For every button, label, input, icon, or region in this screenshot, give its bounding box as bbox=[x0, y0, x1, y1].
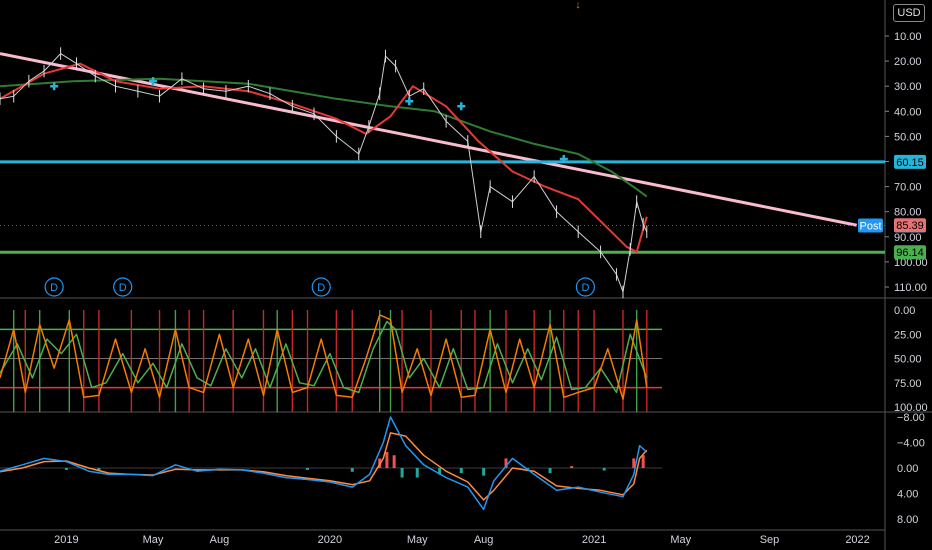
post-badge-label: Post bbox=[859, 221, 881, 233]
price-axis-label: 100.00 bbox=[894, 257, 928, 269]
currency-button[interactable]: USD bbox=[893, 4, 925, 22]
down-arrow-icon: ↓ bbox=[575, 0, 581, 11]
signal-cross-marker bbox=[50, 82, 59, 91]
macd-histogram-bar bbox=[350, 468, 354, 472]
price-axis-label: 70.00 bbox=[894, 182, 922, 194]
price-axis-label: 30.00 bbox=[894, 81, 922, 93]
dividend-marker-label: D bbox=[317, 282, 325, 294]
dividend-marker bbox=[575, 277, 596, 297]
price-line bbox=[0, 53, 648, 293]
macd-histogram-bar bbox=[438, 468, 442, 475]
price-axis-label: 10.00 bbox=[894, 31, 922, 43]
dividend-marker-label: D bbox=[581, 282, 589, 294]
dividend-marker bbox=[44, 277, 64, 297]
macd-signal-line bbox=[0, 432, 648, 501]
macd-histogram-bar bbox=[482, 468, 486, 476]
stoch-axis-label: 0.00 bbox=[894, 305, 915, 317]
macd-axis-label: −4.00 bbox=[897, 438, 925, 450]
dividend-marker bbox=[311, 277, 331, 297]
time-axis-label: 2022 bbox=[845, 534, 869, 546]
price-axis-label: 20.00 bbox=[894, 56, 922, 68]
price-axis-label: 110.00 bbox=[894, 282, 927, 294]
time-axis-label: 2019 bbox=[54, 534, 78, 546]
macd-histogram-bar bbox=[504, 458, 508, 468]
macd-histogram-bar bbox=[641, 455, 645, 468]
macd-histogram-bar bbox=[415, 468, 419, 478]
stoch-axis-label: 75.00 bbox=[894, 378, 922, 390]
signal-cross-marker bbox=[149, 77, 158, 86]
price-badge bbox=[894, 245, 926, 260]
macd-histogram-bar bbox=[459, 468, 463, 474]
time-axis-label: Aug bbox=[474, 534, 494, 546]
macd-histogram-bar bbox=[392, 455, 396, 468]
price-axis-label: 90.00 bbox=[894, 232, 922, 244]
stoch-k-line bbox=[0, 314, 648, 400]
price-badge-label: 85.39 bbox=[896, 220, 924, 232]
axes-layer: 10.0020.0030.0040.0050.0060.0070.0080.00… bbox=[0, 31, 928, 546]
stochastic-panel bbox=[0, 310, 662, 412]
time-axis-label: 2021 bbox=[582, 534, 606, 546]
stoch-axis-label: 100.00 bbox=[894, 402, 928, 414]
price-badge bbox=[894, 154, 926, 169]
macd-histogram-bar bbox=[385, 452, 389, 468]
stoch-d-line bbox=[0, 320, 648, 394]
time-axis-label: Sep bbox=[760, 534, 780, 546]
signal-cross-marker bbox=[559, 154, 568, 163]
dividend-marker-label: D bbox=[119, 282, 127, 294]
stoch-axis-label: 25.00 bbox=[894, 329, 922, 341]
price-axis-label: 50.00 bbox=[894, 131, 922, 143]
signal-cross-marker bbox=[457, 102, 466, 111]
trendline bbox=[0, 52, 858, 227]
macd-histogram-bar bbox=[306, 468, 310, 470]
macd-panel bbox=[0, 416, 662, 511]
dividend-marker bbox=[113, 277, 133, 297]
macd-axis-label: −8.00 bbox=[897, 412, 925, 424]
macd-histogram-bar bbox=[400, 468, 404, 478]
macd-axis-label: 4.00 bbox=[897, 489, 918, 501]
time-axis-label: May bbox=[670, 534, 691, 546]
time-axis-label: May bbox=[407, 534, 428, 546]
macd-histogram-bar bbox=[548, 468, 552, 474]
price-badge-label: 96.14 bbox=[896, 247, 924, 259]
price-panel: D D D D ↓ bbox=[0, 0, 885, 299]
price-badge bbox=[894, 218, 926, 233]
time-axis-label: May bbox=[143, 534, 164, 546]
price-axis-label: 80.00 bbox=[894, 207, 922, 219]
macd-axis-label: 8.00 bbox=[897, 514, 918, 526]
macd-histogram-bar bbox=[97, 468, 101, 472]
price-badge-label: 60.15 bbox=[896, 157, 924, 169]
sma-slow-line bbox=[0, 77, 648, 198]
macd-histogram-bar bbox=[632, 458, 636, 468]
macd-axis-label: 0.00 bbox=[897, 463, 918, 475]
macd-histogram-bar bbox=[64, 468, 68, 470]
dividend-marker-label: D bbox=[50, 282, 58, 294]
time-axis-label: Aug bbox=[210, 534, 230, 546]
post-badge bbox=[858, 218, 883, 233]
signal-cross-marker bbox=[405, 97, 414, 106]
macd-histogram-bar bbox=[602, 468, 606, 471]
time-axis-label: 2020 bbox=[318, 534, 342, 546]
macd-line bbox=[0, 416, 648, 511]
stoch-axis-label: 50.00 bbox=[894, 354, 922, 366]
price-axis-label: 40.00 bbox=[894, 106, 922, 118]
macd-histogram-bar bbox=[570, 466, 574, 468]
sma-fast-line bbox=[0, 62, 648, 253]
